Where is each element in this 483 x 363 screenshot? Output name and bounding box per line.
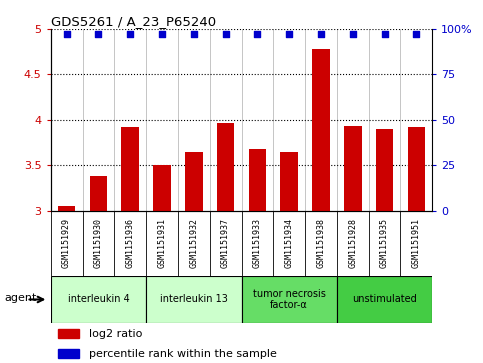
Point <box>317 30 325 36</box>
Bar <box>58 330 79 338</box>
Text: GDS5261 / A_23_P65240: GDS5261 / A_23_P65240 <box>51 15 216 28</box>
Bar <box>408 127 425 211</box>
Text: GSM1151937: GSM1151937 <box>221 218 230 268</box>
Text: GSM1151932: GSM1151932 <box>189 218 199 268</box>
Text: GSM1151931: GSM1151931 <box>157 218 167 268</box>
Point <box>95 30 102 36</box>
Bar <box>376 129 393 211</box>
Text: GSM1151929: GSM1151929 <box>62 218 71 268</box>
Bar <box>58 206 75 211</box>
Text: GSM1151933: GSM1151933 <box>253 218 262 268</box>
Text: GSM1151930: GSM1151930 <box>94 218 103 268</box>
Bar <box>337 276 432 323</box>
Bar <box>312 49 330 211</box>
Text: agent: agent <box>5 293 37 303</box>
Text: GSM1151935: GSM1151935 <box>380 218 389 268</box>
Point <box>63 30 71 36</box>
Text: GSM1151928: GSM1151928 <box>348 218 357 268</box>
Point <box>381 30 388 36</box>
Bar <box>121 127 139 211</box>
Bar <box>146 276 242 323</box>
Bar <box>242 276 337 323</box>
Bar <box>58 350 79 358</box>
Text: GSM1151936: GSM1151936 <box>126 218 135 268</box>
Bar <box>185 152 202 211</box>
Point <box>158 30 166 36</box>
Bar <box>153 165 171 211</box>
Point <box>190 30 198 36</box>
Point <box>285 30 293 36</box>
Text: interleukin 4: interleukin 4 <box>68 294 129 305</box>
Point <box>349 30 356 36</box>
Point <box>127 30 134 36</box>
Text: percentile rank within the sample: percentile rank within the sample <box>89 349 277 359</box>
Point <box>412 30 420 36</box>
Text: GSM1151951: GSM1151951 <box>412 218 421 268</box>
Text: GSM1151938: GSM1151938 <box>316 218 326 268</box>
Text: tumor necrosis
factor-α: tumor necrosis factor-α <box>253 289 326 310</box>
Bar <box>217 122 234 211</box>
Bar <box>90 176 107 211</box>
Text: unstimulated: unstimulated <box>352 294 417 305</box>
Text: GSM1151934: GSM1151934 <box>284 218 294 268</box>
Point <box>222 30 229 36</box>
Text: log2 ratio: log2 ratio <box>89 329 142 339</box>
Bar <box>281 152 298 211</box>
Point <box>254 30 261 36</box>
Bar <box>249 149 266 211</box>
Bar <box>51 276 146 323</box>
Text: interleukin 13: interleukin 13 <box>160 294 228 305</box>
Bar <box>344 126 362 211</box>
